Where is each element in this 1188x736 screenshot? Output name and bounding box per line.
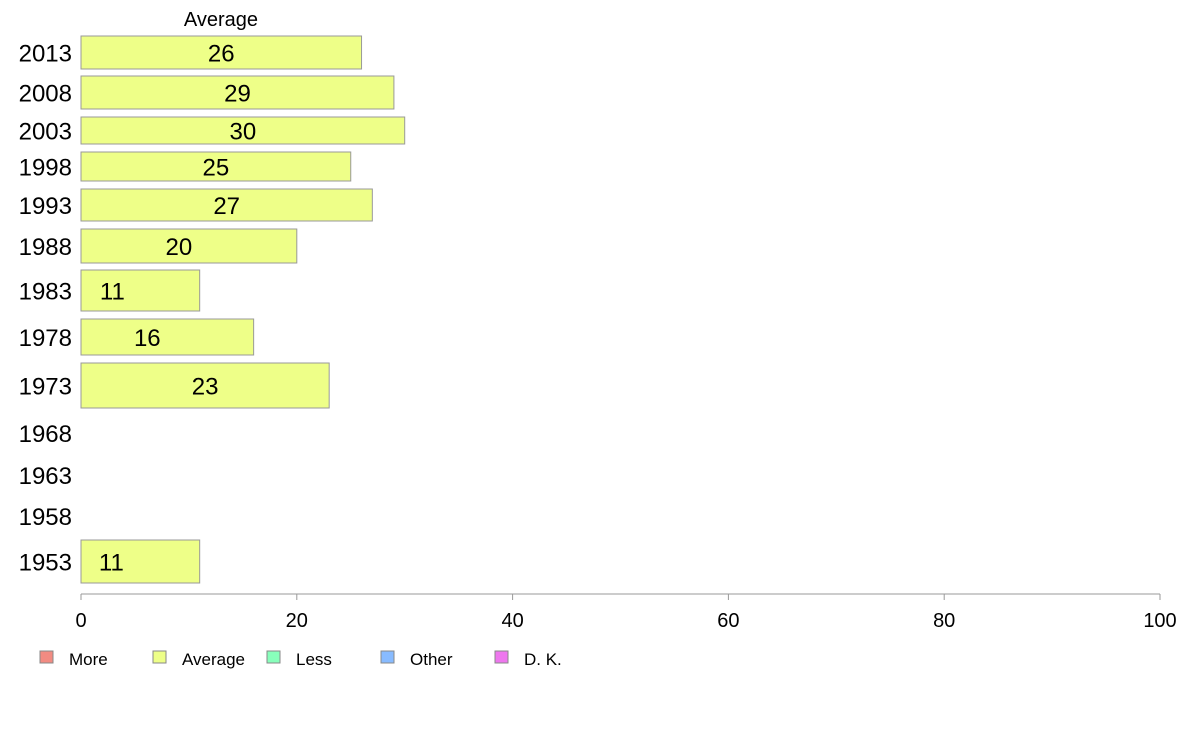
category-label: 1978 bbox=[19, 325, 72, 352]
bar bbox=[80, 75, 395, 110]
legend: More Average Less Other D. K. bbox=[39, 650, 562, 669]
bar bbox=[80, 35, 363, 70]
x-tick-label: 60 bbox=[717, 610, 739, 632]
series-header: Average bbox=[184, 9, 258, 31]
bar-value-label: 11 bbox=[99, 550, 124, 577]
category-label: 1958 bbox=[19, 504, 72, 531]
category-label: 2008 bbox=[19, 81, 72, 108]
bar-value-label: 29 bbox=[224, 81, 251, 108]
category-label: 1988 bbox=[19, 234, 72, 261]
legend-swatch bbox=[494, 650, 509, 664]
bar bbox=[80, 188, 373, 222]
category-label: 2003 bbox=[19, 119, 72, 146]
legend-swatch bbox=[39, 650, 54, 664]
bar bbox=[80, 539, 201, 584]
bar-value-label: 11 bbox=[100, 279, 125, 306]
bar-value-label: 27 bbox=[213, 193, 240, 220]
category-label: 1983 bbox=[19, 279, 72, 306]
legend-label: More bbox=[69, 650, 108, 669]
bar bbox=[80, 362, 330, 409]
x-tick-label: 0 bbox=[75, 610, 86, 632]
bar-value-label: 26 bbox=[208, 41, 235, 68]
bar-value-label: 30 bbox=[229, 119, 256, 146]
legend-label: Less bbox=[296, 650, 332, 669]
bar bbox=[80, 318, 255, 356]
x-tick-label: 20 bbox=[286, 610, 308, 632]
legend-swatch bbox=[380, 650, 395, 664]
legend-label: Other bbox=[410, 650, 453, 669]
bar bbox=[80, 228, 298, 264]
bar bbox=[80, 151, 352, 182]
bar bbox=[80, 116, 406, 145]
category-label: 1973 bbox=[19, 374, 72, 401]
legend-label: Average bbox=[182, 650, 245, 669]
category-label: 2013 bbox=[19, 41, 72, 68]
x-tick-label: 80 bbox=[933, 610, 955, 632]
legend-swatch bbox=[152, 650, 167, 664]
legend-swatch bbox=[266, 650, 281, 664]
category-label: 1953 bbox=[19, 550, 72, 577]
chart-rows: 2013 26 2008 29 2003 30 1998 25 1993 27 1988 20 1983… bbox=[19, 35, 406, 584]
bar-value-label: 16 bbox=[134, 325, 161, 352]
x-tick-label: 40 bbox=[501, 610, 523, 632]
bar-value-label: 25 bbox=[203, 155, 230, 182]
x-tick-label: 100 bbox=[1143, 610, 1176, 632]
bar-value-label: 20 bbox=[166, 234, 193, 261]
category-label: 1993 bbox=[19, 193, 72, 220]
bar bbox=[80, 269, 201, 312]
legend-label: D. K. bbox=[524, 650, 562, 669]
x-axis: 0 20 40 60 80 100 bbox=[75, 593, 1177, 632]
category-label: 1968 bbox=[19, 421, 72, 448]
bar-value-label: 23 bbox=[192, 374, 219, 401]
category-label: 1963 bbox=[19, 463, 72, 490]
category-label: 1998 bbox=[19, 155, 72, 182]
